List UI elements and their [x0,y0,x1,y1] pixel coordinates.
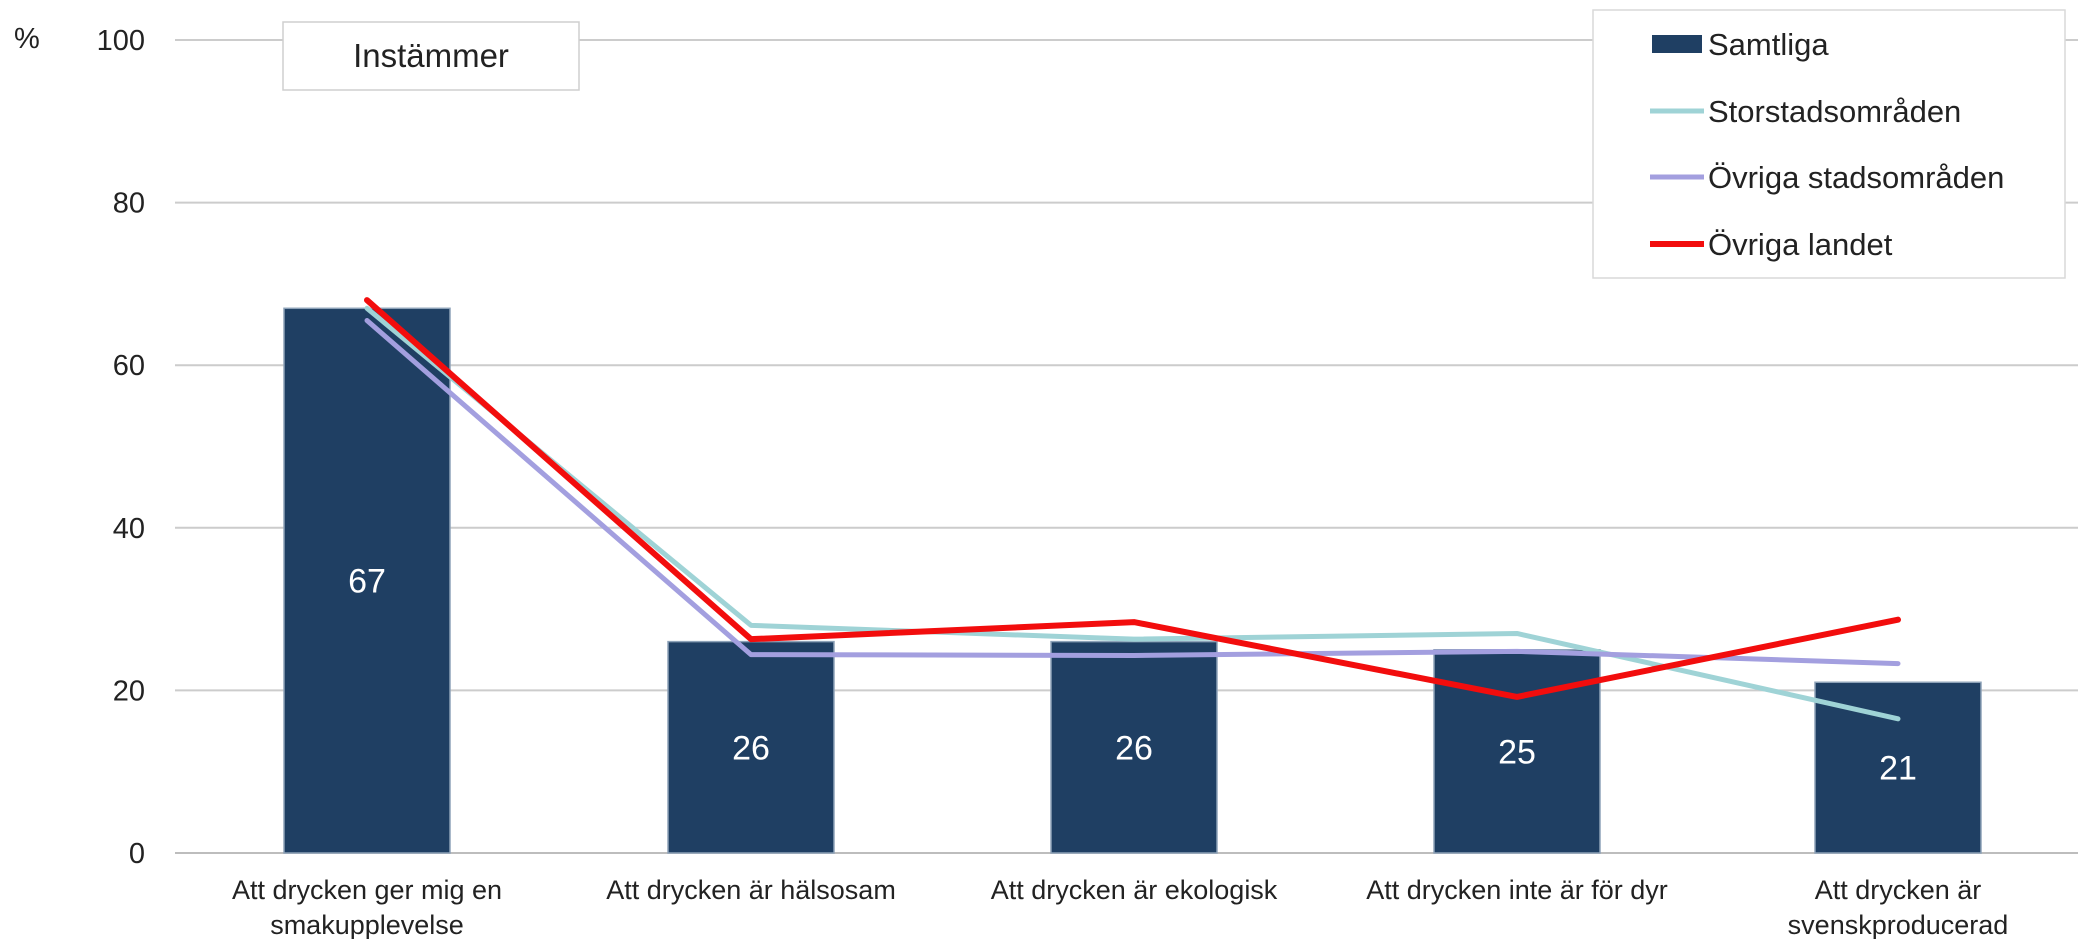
bar-data-label: 25 [1498,733,1536,771]
legend: Samtliga Storstadsområden Övriga stadsområ… [1592,9,2066,279]
bar [1050,640,1218,854]
legend-label: Övriga landet [1708,227,1893,262]
bar-data-label: 26 [1115,729,1153,767]
category-label: smakupplevelse [270,910,464,939]
y-tick-label: 20 [113,675,145,707]
annotation-text: Instämmer [353,37,509,74]
line-series--vriga-landet [364,297,1901,700]
annotation-box: Instämmer [282,21,580,91]
y-tick-label: 40 [113,513,145,545]
category-label: Att drycken inte är för dyr [1366,875,1668,905]
legend-swatch [1652,35,1702,53]
y-tick-label: 80 [113,188,145,220]
bar-data-label: 67 [348,563,386,601]
bar-data-label: 26 [732,729,770,767]
category-labels: Att drycken ger mig en smakupplevelse Att … [232,875,2008,939]
line-series-storstadsomr-den [364,305,1901,722]
y-unit-label: % [14,23,40,55]
category-label: Att drycken är ekologisk [991,875,1278,905]
line-series [364,297,1901,722]
y-tick-label: 60 [113,350,145,382]
legend-label: Storstadsområden [1708,94,1961,129]
line-series--vriga-stadsomr-den [364,317,1901,667]
y-tick-labels: 0 20 40 60 80 100 [97,25,145,870]
y-tick-label: 100 [97,25,145,57]
bar-data-label: 21 [1879,750,1917,788]
legend-label: Övriga stadsområden [1708,160,2004,195]
bar-series [283,307,1982,854]
bar [667,640,835,854]
legend-label: Samtliga [1708,27,1829,62]
bar [283,307,451,854]
y-tick-label: 0 [129,838,145,870]
category-label: Att drycken ger mig en [232,875,502,905]
category-label: Att drycken är hälsosam [606,875,896,905]
bar-data-labels: 67 26 26 25 21 [348,563,1917,788]
category-label: Att drycken är [1815,875,1982,905]
bar [1814,681,1982,854]
category-label: svenskproducerad [1788,910,2009,939]
